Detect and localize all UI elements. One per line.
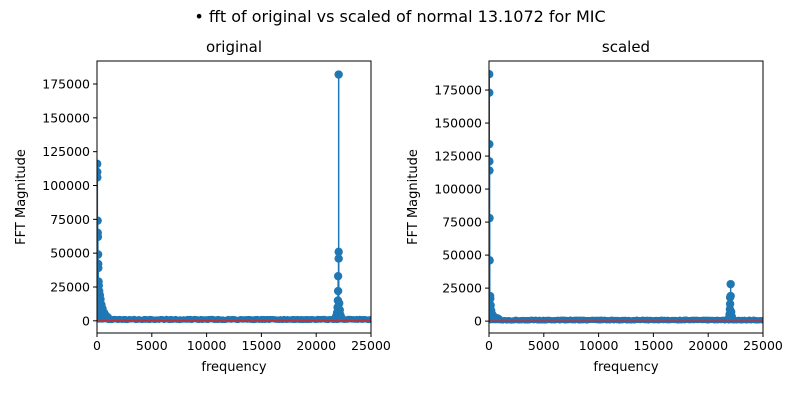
subplot-title: scaled xyxy=(602,38,650,56)
stem-marker xyxy=(724,313,734,323)
y-tick-label: 100000 xyxy=(434,182,482,197)
x-tick-label: 0 xyxy=(485,338,493,353)
y-tick-label: 125000 xyxy=(434,149,482,164)
stem-marker xyxy=(97,159,102,169)
stem-marker xyxy=(489,157,494,166)
x-tick-label: 5000 xyxy=(136,338,168,353)
x-tick-label: 10000 xyxy=(187,338,227,353)
stem-marker xyxy=(97,263,103,273)
subplot-scaled: 0 5000 10000 15000 20000 25000 0 25000 50000 7500… xyxy=(406,38,783,375)
x-tick-label: 20000 xyxy=(688,338,728,353)
stem-marker xyxy=(489,294,495,303)
subplot-original: 0 5000 10000 15000 20000 25000 0 25000 50000 7500… xyxy=(14,38,391,375)
x-tick-label: 20000 xyxy=(296,338,336,353)
x-axis-label: frequency xyxy=(201,360,267,375)
y-tick-label: 75000 xyxy=(442,215,482,230)
y-tick-label: 175000 xyxy=(42,77,90,92)
axes-frame xyxy=(488,60,764,334)
y-tick-label: 50000 xyxy=(50,246,90,261)
subplot-title: original xyxy=(206,38,262,56)
axes-frame xyxy=(96,60,372,334)
x-tick-label: 15000 xyxy=(242,338,282,353)
y-tick-label: 175000 xyxy=(434,83,482,98)
stem-marker xyxy=(334,70,343,79)
stem-marker xyxy=(725,293,735,302)
plot-data xyxy=(489,70,763,324)
stem-marker xyxy=(334,254,343,263)
x-tick-label: 25000 xyxy=(743,338,783,353)
y-tick-label: 75000 xyxy=(50,212,90,227)
y-tick-label: 150000 xyxy=(42,110,90,125)
x-tick-label: 25000 xyxy=(351,338,391,353)
y-tick-label: 150000 xyxy=(434,116,482,131)
stem-marker xyxy=(337,313,346,322)
stem-marker xyxy=(333,271,343,281)
stem-marker xyxy=(334,247,343,257)
stem-marker xyxy=(97,173,102,182)
y-tick-label: 0 xyxy=(474,314,482,329)
y-tick-label: 25000 xyxy=(50,279,90,294)
y-tick-label: 125000 xyxy=(42,144,90,159)
x-tick-label: 15000 xyxy=(634,338,674,353)
stem-marker xyxy=(489,213,494,223)
y-tick-label: 100000 xyxy=(42,178,90,193)
x-tick-label: 0 xyxy=(93,338,101,353)
figure-suptitle: • fft of original vs scaled of normal 13… xyxy=(194,7,605,26)
stem-marker xyxy=(97,216,102,225)
stem-marker xyxy=(97,232,103,242)
noise-floor xyxy=(97,313,371,324)
x-axis-label: frequency xyxy=(593,360,659,375)
x-tick-label: 5000 xyxy=(528,338,560,353)
noise-floor xyxy=(489,314,763,324)
stem-marker xyxy=(333,286,343,296)
y-axis-label: FFT Magnitude xyxy=(406,149,421,245)
stem-marker xyxy=(489,256,494,265)
y-tick-label: 25000 xyxy=(442,281,482,296)
stem-marker xyxy=(489,166,494,175)
stem-marker xyxy=(489,139,494,149)
y-tick-label: 0 xyxy=(82,313,90,328)
plot-data xyxy=(97,70,371,324)
stem-marker xyxy=(489,88,494,97)
stem-marker xyxy=(97,250,103,259)
stem-marker xyxy=(103,313,113,322)
y-axis-label: FFT Magnitude xyxy=(14,149,29,245)
stem-marker xyxy=(489,70,494,79)
stem-marker xyxy=(726,279,735,289)
y-tick-label: 50000 xyxy=(442,248,482,263)
x-tick-label: 10000 xyxy=(579,338,619,353)
